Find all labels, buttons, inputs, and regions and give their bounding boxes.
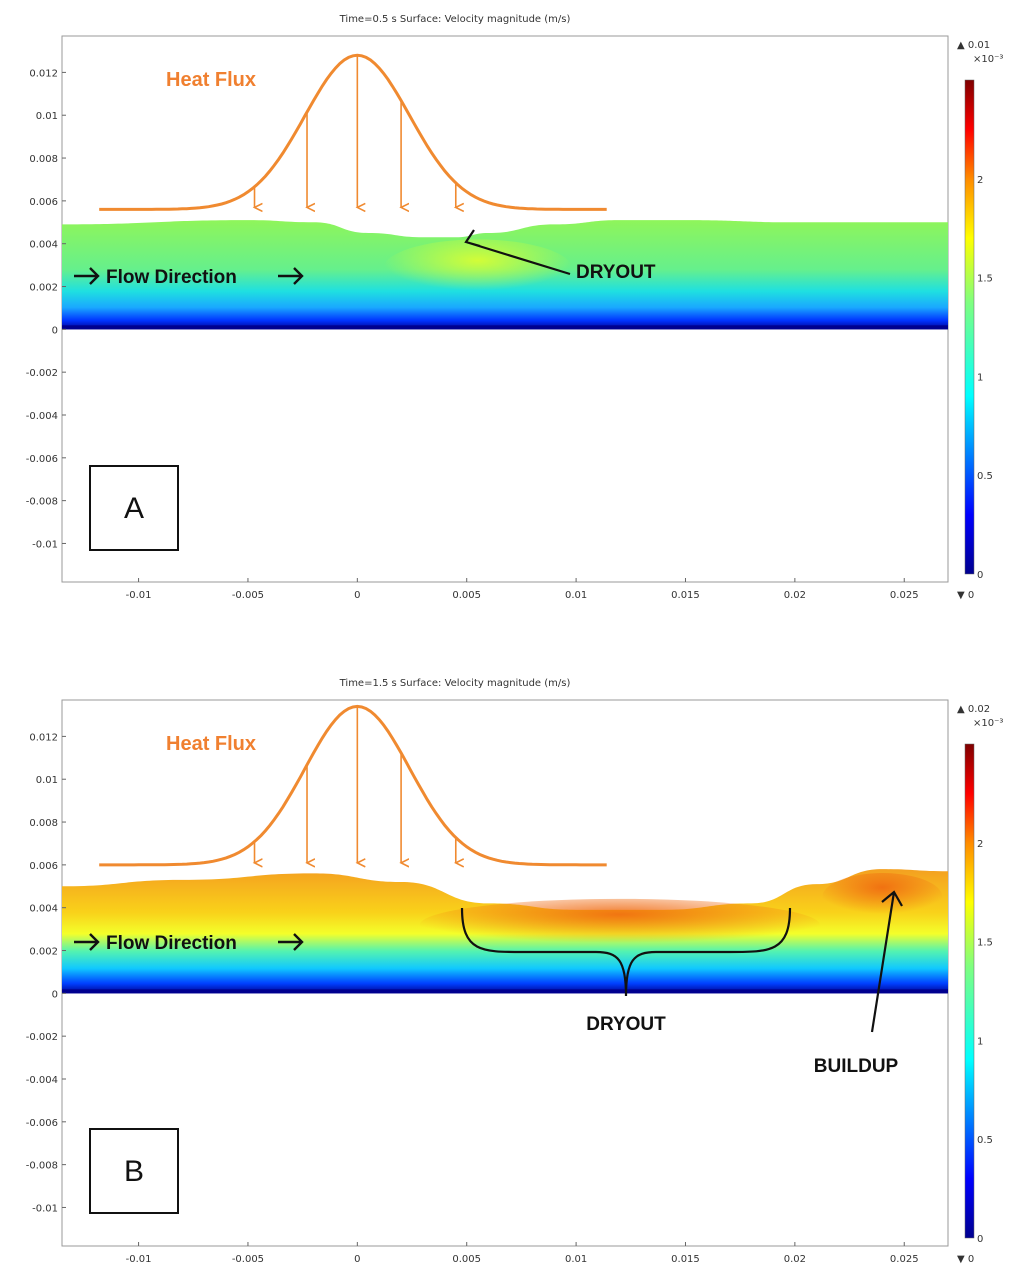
right-arrow-icon <box>74 933 100 951</box>
colorbar-min-label: ▼ 0 <box>957 590 974 601</box>
panel-label-box <box>89 465 179 551</box>
colorbar-tick-label: 0.5 <box>977 1135 993 1146</box>
x-tick-label: -0.005 <box>232 590 264 601</box>
panel-label: B <box>124 1155 144 1188</box>
colorbar-tick-label: 1 <box>977 372 983 383</box>
y-tick-label: -0.008 <box>26 1161 58 1172</box>
colorbar-tick-label: 0 <box>977 1234 983 1245</box>
heat-flux-label: Heat Flux <box>166 69 256 91</box>
velocity-hotspot <box>382 239 573 300</box>
velocity-hotspot-buildup <box>822 872 943 921</box>
chart-title: Time=1.5 s Surface: Velocity magnitude (… <box>339 678 571 689</box>
y-tick-label: 0.008 <box>29 154 58 165</box>
y-tick-label: -0.006 <box>26 454 58 465</box>
x-tick-label: 0.01 <box>565 590 587 601</box>
buildup-label: BUILDUP <box>814 1056 899 1077</box>
colorbar-tick-label: 0.5 <box>977 471 993 482</box>
colorbar <box>964 743 975 1239</box>
right-arrow-icon <box>278 933 304 951</box>
x-tick-label: -0.005 <box>232 1254 264 1264</box>
wall-boundary <box>62 989 948 994</box>
dryout-brace <box>460 907 792 997</box>
y-tick-label: 0.012 <box>29 732 58 743</box>
x-tick-label: 0.01 <box>565 1254 587 1264</box>
y-tick-label: -0.01 <box>32 1203 58 1214</box>
x-tick-label: 0 <box>354 590 360 601</box>
colorbar <box>964 79 975 575</box>
chart-title: Time=0.5 s Surface: Velocity magnitude (… <box>339 14 571 25</box>
flow-direction-annotation: Flow Direction <box>74 267 304 288</box>
y-tick-label: 0.004 <box>29 240 58 251</box>
y-tick-label: 0.004 <box>29 904 58 915</box>
y-tick-label: 0 <box>52 989 58 1000</box>
colorbar-tick-label: 1 <box>977 1036 983 1047</box>
panel-b: Time=1.5 s Surface: Velocity magnitude (… <box>26 678 1004 1264</box>
wall-boundary <box>62 325 948 330</box>
right-arrow-icon <box>74 267 100 285</box>
y-tick-label: 0.008 <box>29 818 58 829</box>
heat-flux-curve <box>99 704 607 867</box>
colorbar-tick-label: 1.5 <box>977 938 993 949</box>
y-tick-label: 0.012 <box>29 68 58 79</box>
flow-direction-annotation: Flow Direction <box>74 933 304 954</box>
dryout-label: DRYOUT <box>576 262 656 283</box>
heat-flux-label: Heat Flux <box>166 733 256 755</box>
panel-a: Time=0.5 s Surface: Velocity magnitude (… <box>26 14 1004 601</box>
y-tick-label: 0.01 <box>36 775 58 786</box>
colorbar-exponent: ×10⁻³ <box>973 718 1003 729</box>
heat-flux-curve <box>99 53 607 211</box>
y-tick-label: 0.006 <box>29 197 58 208</box>
x-tick-label: -0.01 <box>126 1254 152 1264</box>
y-tick-label: -0.01 <box>32 539 58 550</box>
x-tick-label: 0.02 <box>784 1254 806 1264</box>
y-tick-label: -0.002 <box>26 368 58 379</box>
y-tick-label: -0.004 <box>26 1075 58 1086</box>
x-tick-label: 0.005 <box>452 590 481 601</box>
velocity-hotspot <box>419 898 820 951</box>
right-arrow-icon <box>278 267 304 285</box>
colorbar-tick-label: 1.5 <box>977 274 993 285</box>
y-tick-label: 0 <box>52 325 58 336</box>
x-tick-label: -0.01 <box>126 590 152 601</box>
dryout-arrow <box>464 229 571 276</box>
colorbar-max-label: ▲ 0.02 <box>957 704 990 715</box>
buildup-arrow <box>870 890 903 1033</box>
panel-label-box <box>89 1128 179 1214</box>
y-tick-label: -0.008 <box>26 497 58 508</box>
flow-direction-label: Flow Direction <box>106 933 237 954</box>
colorbar-exponent: ×10⁻³ <box>973 54 1003 65</box>
colorbar-tick-label: 2 <box>977 175 983 186</box>
x-tick-label: 0.02 <box>784 590 806 601</box>
x-tick-label: 0.005 <box>452 1254 481 1264</box>
x-tick-label: 0.025 <box>890 590 919 601</box>
panel-label: A <box>124 492 144 525</box>
y-tick-label: 0.002 <box>29 283 58 294</box>
colorbar-tick-label: 2 <box>977 839 983 850</box>
colorbar-tick-label: 0 <box>977 570 983 581</box>
colorbar-max-label: ▲ 0.01 <box>957 40 990 51</box>
x-tick-label: 0 <box>354 1254 360 1264</box>
flow-direction-label: Flow Direction <box>106 267 237 288</box>
y-tick-label: 0.01 <box>36 111 58 122</box>
colorbar-min-label: ▼ 0 <box>957 1254 974 1264</box>
x-tick-label: 0.015 <box>671 1254 700 1264</box>
x-tick-label: 0.025 <box>890 1254 919 1264</box>
dryout-label: DRYOUT <box>586 1014 666 1035</box>
x-tick-label: 0.015 <box>671 590 700 601</box>
y-tick-label: -0.006 <box>26 1118 58 1129</box>
y-tick-label: -0.002 <box>26 1032 58 1043</box>
y-tick-label: 0.006 <box>29 861 58 872</box>
y-tick-label: -0.004 <box>26 411 58 422</box>
y-tick-label: 0.002 <box>29 947 58 958</box>
